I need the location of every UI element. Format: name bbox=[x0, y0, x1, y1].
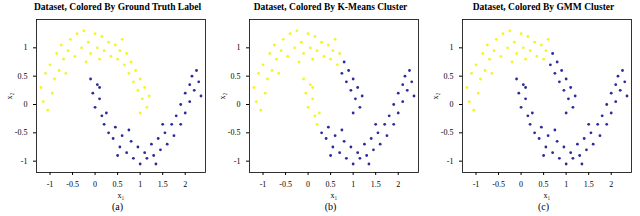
svg-text:x₁: x₁ bbox=[118, 191, 125, 200]
svg-text:0: 0 bbox=[93, 180, 97, 189]
svg-text:1.5: 1.5 bbox=[158, 180, 168, 189]
svg-text:0.5: 0.5 bbox=[231, 72, 241, 81]
svg-text:-1: -1 bbox=[260, 180, 267, 189]
svg-text:-1: -1 bbox=[473, 180, 480, 189]
svg-text:-0.5: -0.5 bbox=[492, 180, 505, 189]
svg-text:-1: -1 bbox=[47, 180, 54, 189]
html-text:Dataset, Colored By GMM Cluste: Dataset, Colored By GMM Cluster bbox=[472, 2, 615, 12]
svg-text:x₂: x₂ bbox=[218, 92, 227, 99]
svg-text:2: 2 bbox=[396, 180, 400, 189]
html-text:(a): (a) bbox=[111, 201, 123, 212]
svg-text:2: 2 bbox=[183, 180, 187, 189]
svg-text:-1: -1 bbox=[234, 157, 241, 166]
svg-text:1: 1 bbox=[138, 180, 142, 189]
svg-text:1.5: 1.5 bbox=[584, 180, 594, 189]
svg-text:x₁: x₁ bbox=[544, 191, 551, 200]
svg-text:0: 0 bbox=[450, 100, 454, 109]
svg-text:1: 1 bbox=[24, 43, 28, 52]
svg-text:2: 2 bbox=[609, 180, 613, 189]
svg-text:1: 1 bbox=[450, 43, 454, 52]
svg-text:0: 0 bbox=[519, 180, 523, 189]
svg-text:0: 0 bbox=[237, 100, 241, 109]
html-text:Dataset, Colored By Ground Tru: Dataset, Colored By Ground Truth Label bbox=[33, 2, 202, 12]
svg-text:x₂: x₂ bbox=[431, 92, 440, 99]
svg-text:-1: -1 bbox=[447, 157, 454, 166]
svg-text:0.5: 0.5 bbox=[539, 180, 549, 189]
svg-text:0: 0 bbox=[306, 180, 310, 189]
svg-text:-0.5: -0.5 bbox=[66, 180, 79, 189]
svg-text:1: 1 bbox=[237, 43, 241, 52]
svg-text:0.5: 0.5 bbox=[444, 72, 454, 81]
svg-text:1: 1 bbox=[351, 180, 355, 189]
svg-text:x₂: x₂ bbox=[5, 92, 14, 99]
svg-text:x₁: x₁ bbox=[331, 191, 338, 200]
svg-text:-0.5: -0.5 bbox=[279, 180, 292, 189]
html-text:(c): (c) bbox=[537, 201, 549, 212]
svg-text:-0.5: -0.5 bbox=[15, 128, 28, 137]
svg-text:1: 1 bbox=[564, 180, 568, 189]
svg-text:0: 0 bbox=[24, 100, 28, 109]
svg-text:-0.5: -0.5 bbox=[228, 128, 241, 137]
html-text:Dataset, Colored By K-Means Cl: Dataset, Colored By K-Means Cluster bbox=[253, 2, 408, 12]
svg-text:1.5: 1.5 bbox=[371, 180, 381, 189]
svg-text:-0.5: -0.5 bbox=[441, 128, 454, 137]
svg-text:0.5: 0.5 bbox=[113, 180, 123, 189]
html-text:(b): (b) bbox=[324, 201, 337, 212]
svg-text:-1: -1 bbox=[21, 157, 28, 166]
svg-text:0.5: 0.5 bbox=[18, 72, 28, 81]
svg-text:0.5: 0.5 bbox=[326, 180, 336, 189]
